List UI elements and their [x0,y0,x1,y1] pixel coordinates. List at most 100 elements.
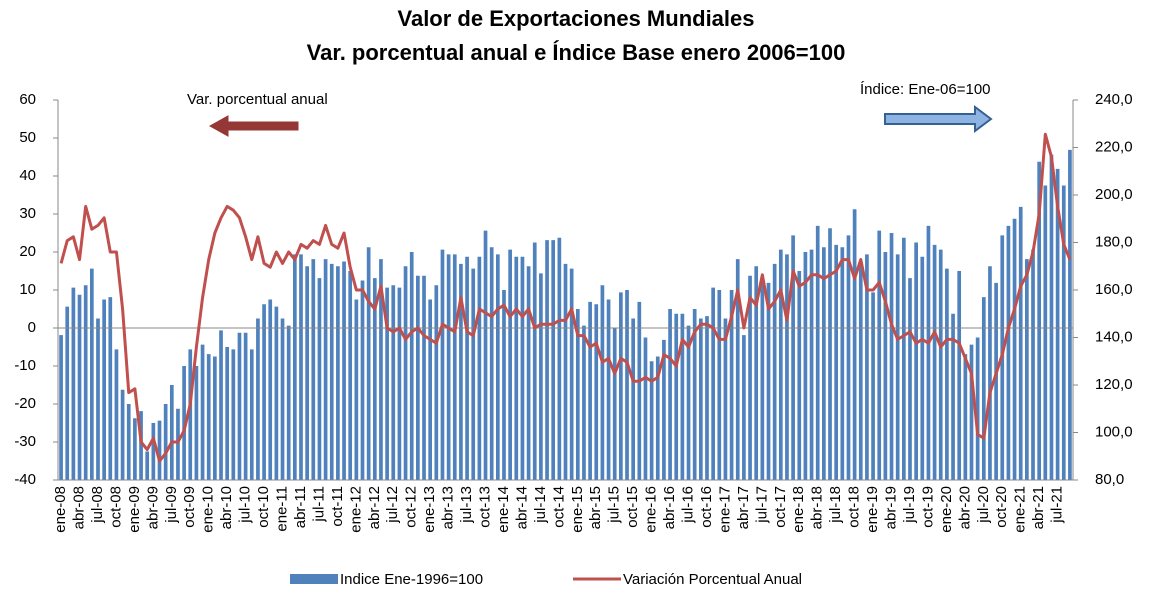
bar [157,420,162,480]
x-tick-label: abr-21 [1030,486,1047,529]
bar [336,266,340,480]
y2-tick-label: 140,0 [1095,328,1133,345]
bar [422,275,426,480]
bar [803,252,808,480]
bar [932,244,937,480]
y-tick-label: 50 [19,129,36,146]
bar [575,309,580,480]
bar [89,268,94,480]
bar [846,235,851,480]
bar [268,299,273,480]
bar [379,259,383,480]
y2-tick-label: 120,0 [1095,376,1133,393]
bar [231,349,236,480]
bar [680,313,685,480]
bar [895,254,900,480]
x-tick-label: oct-20 [993,486,1010,528]
bar [748,275,752,480]
bar [754,266,759,480]
bar [274,306,279,480]
bar [797,271,802,480]
bar [163,404,168,480]
bar [108,297,113,480]
bar [145,451,150,480]
bar [582,325,586,480]
bar [920,256,925,480]
bar [360,280,365,480]
bar [674,313,679,480]
x-tick-label: abr-10 [218,486,235,529]
bar [785,254,789,480]
bar [858,261,863,480]
bar [655,356,660,480]
bar [649,361,654,480]
bar [329,263,334,480]
bar [865,254,869,480]
bar [243,332,248,480]
bar [551,240,556,480]
bar [612,328,617,480]
annotation: Var. porcentual anual [187,91,328,108]
bar [852,209,857,480]
bar [988,266,992,480]
legend-swatch [290,574,338,584]
bar [981,297,986,480]
bar [778,249,783,480]
bar [1068,149,1072,480]
x-tick-label: ene-13 [421,486,438,533]
bar [1031,249,1035,480]
bar [969,344,974,480]
bar [200,344,205,480]
bar [483,230,488,480]
x-tick-label: ene-12 [347,486,364,533]
bar [545,240,549,480]
bar [219,330,223,480]
x-tick-label: ene-14 [495,486,512,533]
bar [668,309,672,480]
bar [908,278,912,480]
bar [975,337,980,480]
bar [391,285,396,480]
bar [815,225,820,480]
y-tick-label: -20 [14,395,36,412]
x-tick-label: ene-09 [126,486,143,533]
x-tick-label: ene-11 [273,486,290,532]
bar [588,301,592,480]
x-tick-label: abr-08 [70,486,87,529]
bar [569,268,574,480]
bar [729,290,734,480]
chart-title: Valor de Exportaciones Mundiales [398,6,755,31]
y-tick-label: -40 [14,471,36,488]
bar [409,252,414,480]
x-tick-label: jul-14 [532,486,549,524]
y2-tick-label: 80,0 [1095,471,1124,488]
x-tick-label: jul-21 [1049,486,1066,524]
chart-subtitle: Var. porcentual anual e Índice Base ener… [307,40,846,65]
x-tick-label: jul-17 [753,486,770,524]
bar [286,325,291,480]
bar [926,225,931,480]
x-tick-label: abr-18 [809,486,826,529]
x-tick-label: abr-16 [661,486,678,529]
bar [114,349,119,480]
bar [237,332,242,480]
bar [711,287,715,480]
line-series [59,132,1072,463]
bar [403,266,408,480]
y-tick-label: 40 [19,167,36,184]
x-tick-label: jul-09 [163,486,180,524]
bar [292,254,297,480]
bar [176,408,180,480]
x-tick-label: jul-18 [827,486,844,524]
bar [705,316,709,480]
bar [594,304,599,480]
bar [834,244,839,480]
bar [951,313,955,480]
bar [520,256,525,480]
bar [262,304,266,480]
x-tick-label: oct-18 [846,486,863,528]
x-tick-label: oct-12 [403,486,420,528]
bar [77,294,82,480]
bar [822,247,826,480]
bar [1037,161,1042,480]
